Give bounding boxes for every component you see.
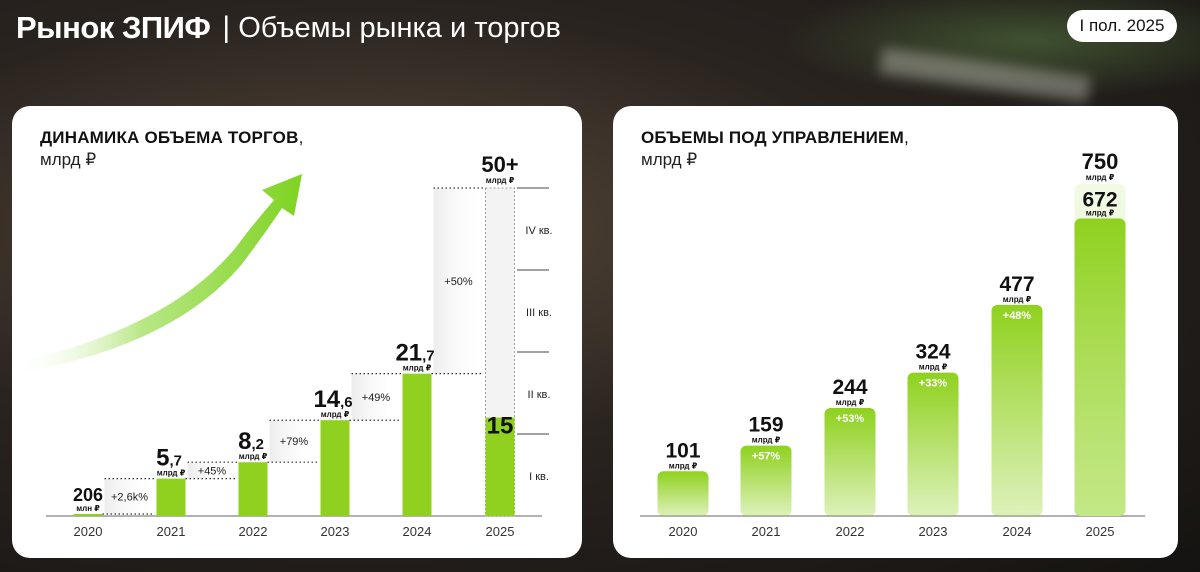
growth-band <box>104 478 155 514</box>
page-header: Рынок ЗПИФ | Объемы рынка и торгов <box>16 8 561 48</box>
growth-label: +53% <box>836 413 865 425</box>
quarter-label: II кв. <box>528 389 551 401</box>
value-label: 206 <box>73 485 103 505</box>
x-tick-label: 2024 <box>403 524 432 539</box>
title-comma: , <box>903 128 909 147</box>
x-tick-label: 2020 <box>74 524 103 539</box>
growth-band <box>269 420 319 463</box>
value-label: 159 <box>748 414 783 437</box>
rising-arrow-icon <box>12 174 302 374</box>
growth-label: +57% <box>752 451 781 463</box>
aum-panel: ОБЪЕМЫ ПОД УПРАВЛЕНИЕМ, млрд ₽ 2020 101 мл… <box>613 106 1178 558</box>
value-unit: млрд ₽ <box>836 398 865 407</box>
page-title-strong: Рынок ЗПИФ <box>16 10 211 45</box>
x-tick-label: 2023 <box>321 524 350 539</box>
value-unit: млн ₽ <box>76 504 100 513</box>
title-comma: , <box>298 128 304 147</box>
forecast-label: 750 <box>1082 149 1119 174</box>
x-tick-label: 2021 <box>752 524 781 539</box>
trading-volume-chart: I кв. II кв. III кв. IV кв. 2020 2021 2022 2023… <box>12 152 553 539</box>
aum-title: ОБЪЕМЫ ПОД УПРАВЛЕНИЕМ, <box>641 128 909 148</box>
bar-2025 <box>1074 218 1126 516</box>
value-label: 5,7 <box>156 445 182 472</box>
x-tick-label: 2025 <box>486 524 515 539</box>
bar-2020 <box>657 471 709 516</box>
value-label: 101 <box>665 439 700 462</box>
page-title-light: Объемы рынка и торгов <box>238 11 561 44</box>
growth-label: +33% <box>919 378 948 390</box>
value-label: 672 <box>1082 189 1117 212</box>
value-unit: млрд ₽ <box>321 410 350 419</box>
bar-2023 <box>320 420 350 516</box>
growth-band <box>187 462 237 479</box>
bar-2025 <box>485 417 515 516</box>
trading-volume-title: ДИНАМИКА ОБЪЕМА ТОРГОВ, <box>40 128 304 148</box>
forecast-unit: млрд ₽ <box>486 176 515 185</box>
value-label: 477 <box>999 273 1034 296</box>
x-tick-label: 2021 <box>157 524 186 539</box>
growth-band <box>351 373 401 421</box>
x-tick-label: 2022 <box>239 524 268 539</box>
x-tick-label: 2025 <box>1086 524 1115 539</box>
forecast-unit: млрд ₽ <box>1086 173 1115 182</box>
value-label: 14,6 <box>313 386 352 413</box>
bar-2021 <box>740 445 792 516</box>
quarter-label: I кв. <box>529 471 549 483</box>
value-label: 21,7 <box>395 340 434 367</box>
value-label: 324 <box>915 341 950 364</box>
bar-2022 <box>238 462 268 516</box>
growth-band <box>433 188 484 374</box>
bar-2023 <box>907 372 959 516</box>
value-unit: млрд ₽ <box>669 461 698 470</box>
value-unit: млрд ₽ <box>752 436 781 445</box>
bar-2021 <box>156 478 186 516</box>
value-unit: млрд ₽ <box>403 364 432 373</box>
growth-label: +45% <box>198 465 227 477</box>
trading-volume-unit: млрд ₽ <box>40 150 97 169</box>
growth-label: +48% <box>1003 310 1032 322</box>
value-unit: млрд ₽ <box>1003 295 1032 304</box>
quarter-label: III кв. <box>526 307 552 319</box>
aum-unit: млрд ₽ <box>641 150 698 169</box>
trading-volume-panel: ДИНАМИКА ОБЪЕМА ТОРГОВ, млрд ₽ I кв. II к… <box>12 106 582 558</box>
value-unit: млрд ₽ <box>1086 209 1115 218</box>
quarter-label: IV кв. <box>525 225 552 237</box>
title-separator: | <box>222 11 231 44</box>
bar-2024 <box>402 373 432 516</box>
trading-volume-title-text: ДИНАМИКА ОБЪЕМА ТОРГОВ <box>40 128 299 147</box>
bar-2024 <box>991 304 1043 516</box>
growth-label: +2,6k% <box>111 491 148 503</box>
value-unit: млрд ₽ <box>157 469 186 478</box>
value-unit: млрд ₽ <box>919 363 948 372</box>
x-tick-label: 2022 <box>836 524 865 539</box>
x-tick-label: 2023 <box>919 524 948 539</box>
x-tick-label: 2024 <box>1003 524 1032 539</box>
value-label: 244 <box>832 376 867 399</box>
value-label: 8,2 <box>238 428 264 455</box>
period-badge: I пол. 2025 <box>1067 10 1177 42</box>
value-unit: млрд ₽ <box>239 452 268 461</box>
bar-2022 <box>824 407 876 516</box>
growth-label: +49% <box>362 392 391 404</box>
x-tick-label: 2020 <box>669 524 698 539</box>
bar-2020 <box>73 514 103 516</box>
forecast-label: 50+ <box>481 152 518 177</box>
aum-title-text: ОБЪЕМЫ ПОД УПРАВЛЕНИЕМ <box>641 128 904 147</box>
value-label: 15 <box>487 413 514 440</box>
growth-label: +79% <box>280 436 309 448</box>
growth-label: +50% <box>444 276 473 288</box>
